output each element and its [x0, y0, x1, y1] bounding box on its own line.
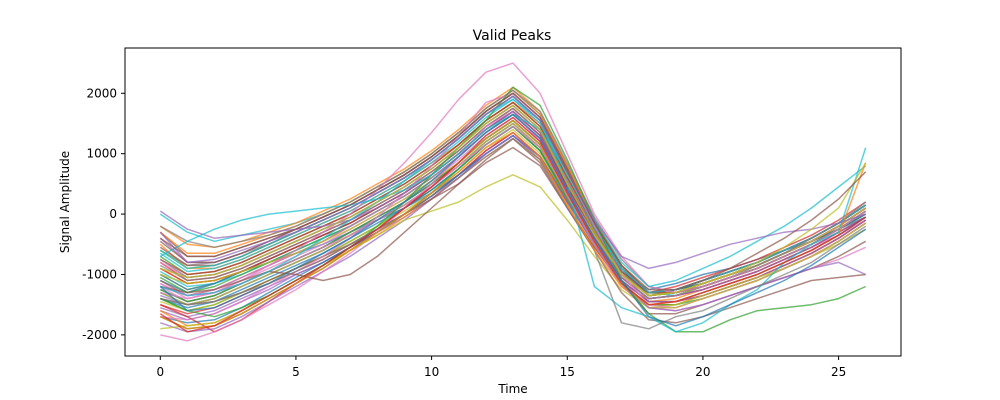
series-line-63	[160, 104, 867, 297]
x-tick-label: 5	[292, 365, 300, 379]
series-line-60	[159, 116, 867, 333]
series-line-2	[159, 125, 867, 312]
series-line-64	[159, 92, 867, 291]
x-tick-label: 10	[424, 365, 439, 379]
y-axis: -2000 -1000 0 1000 2000	[82, 86, 125, 342]
y-axis-label: Signal Amplitude	[58, 151, 72, 253]
series-line-26	[159, 116, 867, 300]
series-line-38	[159, 122, 867, 306]
series-line-36	[159, 113, 867, 297]
series-line-62	[159, 95, 866, 270]
series-line-53	[160, 137, 866, 324]
plot-frame	[124, 47, 902, 357]
series-line-46	[160, 125, 867, 312]
x-tick-label: 0	[156, 365, 164, 379]
series-line-54	[159, 110, 867, 312]
series-line-34	[160, 134, 867, 318]
x-axis: 0 5 10 15 20 25	[156, 356, 846, 379]
series-line-15	[159, 113, 867, 297]
series-line-20	[160, 125, 867, 309]
series-line-59	[159, 131, 867, 330]
series-line-57	[160, 98, 867, 333]
y-tick-label: 0	[109, 207, 117, 221]
chart-title: Valid Peaks	[473, 28, 552, 44]
series-line-47	[159, 89, 867, 294]
series-line-49	[160, 110, 867, 342]
series-group	[159, 62, 867, 342]
x-tick-label: 20	[695, 365, 710, 379]
series-line-51	[160, 62, 867, 300]
series-line-48	[160, 119, 867, 309]
y-tick-label: -2000	[82, 328, 117, 342]
series-line-61	[159, 113, 867, 327]
x-tick-label: 25	[831, 365, 846, 379]
series-line-28	[160, 128, 867, 312]
y-tick-label: 2000	[86, 86, 117, 100]
y-tick-label: -1000	[82, 267, 117, 281]
y-tick-label: 1000	[86, 147, 117, 161]
x-tick-label: 15	[560, 365, 575, 379]
series-line-58	[160, 137, 867, 330]
x-axis-label: Time	[497, 382, 527, 396]
